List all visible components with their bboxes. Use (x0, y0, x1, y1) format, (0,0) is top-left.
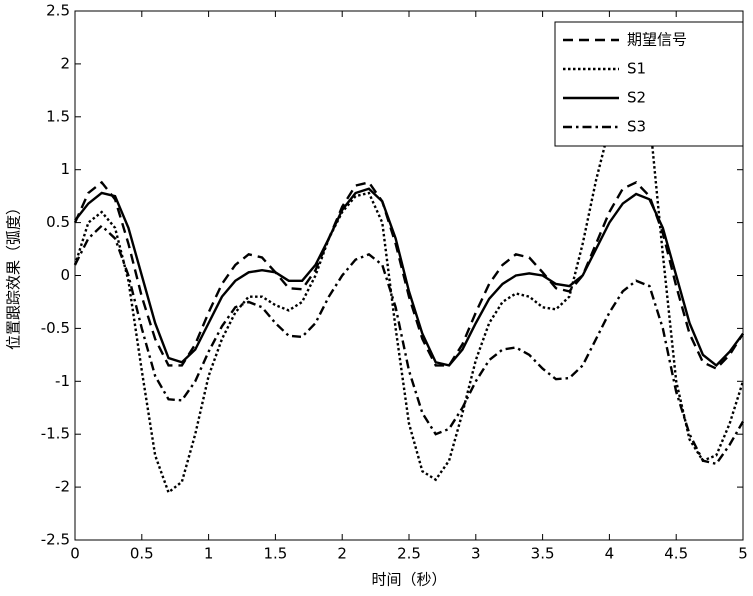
x-tick-label: 2.5 (397, 545, 421, 563)
x-tick-label: 1.5 (263, 545, 287, 563)
y-tick-label: -2.5 (41, 531, 70, 549)
x-tick-label: 3 (471, 545, 481, 563)
y-tick-label: -1 (55, 372, 70, 390)
legend-label: S3 (627, 118, 646, 136)
x-tick-label: 3.5 (531, 545, 555, 563)
x-tick-label: 0.5 (130, 545, 154, 563)
y-tick-label: 2.5 (46, 2, 70, 20)
x-tick-label: 4 (605, 545, 615, 563)
x-tick-label: 1 (204, 545, 214, 563)
y-tick-label: -0.5 (41, 319, 70, 337)
x-tick-label: 2 (337, 545, 347, 563)
x-tick-label: 0 (70, 545, 80, 563)
y-tick-label: -2 (55, 478, 70, 496)
x-tick-label: 4.5 (664, 545, 688, 563)
chart: 时间（秒） 位置跟踪效果（弧度） 0 0.5 1 1.5 2 2.5 3 3.5 4 4.5 5 -2… (0, 0, 753, 596)
y-axis-label: 位置跟踪效果（弧度） (5, 200, 23, 350)
x-axis-label: 时间（秒） (371, 571, 446, 589)
y-tick-label: 2 (60, 54, 70, 72)
legend-label: S2 (627, 89, 646, 107)
y-tick-label: 1 (60, 160, 70, 178)
x-tick-label: 5 (738, 545, 748, 563)
legend-label: 期望信号 (627, 31, 687, 49)
line-series (75, 182, 743, 368)
y-tick-label: -1.5 (41, 425, 70, 443)
y-tick-label: 0 (60, 266, 70, 284)
y-tick-label: 1.5 (46, 107, 70, 125)
y-tick-label: 0.5 (46, 213, 70, 231)
line-series (75, 189, 743, 366)
line-series (75, 226, 743, 464)
legend-label: S1 (627, 60, 646, 78)
